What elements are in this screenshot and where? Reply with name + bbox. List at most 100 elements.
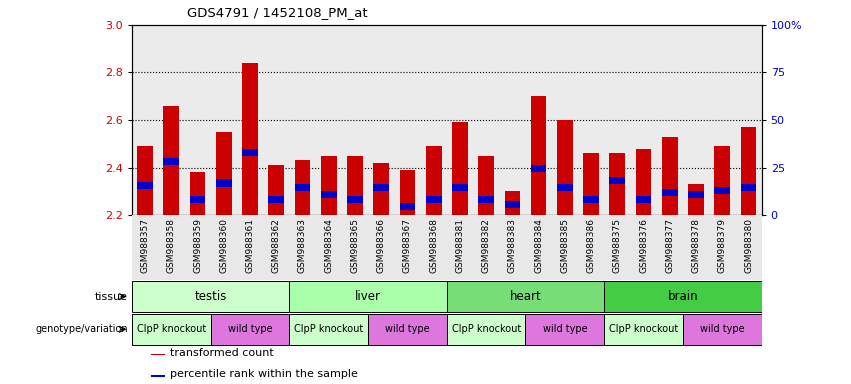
Text: tissue: tissue [94,291,128,302]
Bar [683,25,709,215]
Text: wild type: wild type [386,324,430,334]
Text: GSM988365: GSM988365 [351,218,359,273]
Text: GSM988358: GSM988358 [167,218,176,273]
Bar [531,165,546,172]
Bar [394,25,420,215]
Bar [216,179,231,187]
Bar [190,196,205,203]
Text: GSM988378: GSM988378 [692,218,700,273]
Bar [740,127,757,215]
Text: wild type: wild type [700,324,745,334]
Text: GSM988380: GSM988380 [744,218,753,273]
Bar [662,189,677,196]
Bar [709,215,735,280]
Bar [342,215,368,280]
Bar [321,191,336,199]
Text: GSM988386: GSM988386 [586,218,596,273]
Bar [631,215,657,280]
Text: liver: liver [355,290,381,303]
Bar [447,281,604,312]
Bar [636,196,651,203]
Text: GSM988366: GSM988366 [377,218,386,273]
Bar [526,215,551,280]
Bar [526,25,551,215]
Text: GSM988364: GSM988364 [324,218,334,273]
Text: GSM988363: GSM988363 [298,218,307,273]
Bar [163,158,179,165]
Bar [420,215,447,280]
Bar [321,156,336,215]
Bar [609,153,625,215]
Bar [137,182,153,189]
Text: GSM988385: GSM988385 [560,218,569,273]
Bar [631,25,657,215]
Bar [688,184,704,215]
Bar [163,106,179,215]
Bar [583,153,599,215]
Bar [316,25,342,215]
Text: ClpP knockout: ClpP knockout [137,324,206,334]
Bar [604,215,631,280]
Text: GSM988379: GSM988379 [717,218,727,273]
Bar [294,184,311,191]
Bar [132,281,289,312]
Bar [478,196,494,203]
Bar [132,215,158,280]
Bar [526,314,604,345]
Bar [551,25,578,215]
Bar [609,177,625,184]
Text: GDS4791 / 1452108_PM_at: GDS4791 / 1452108_PM_at [187,6,368,19]
Text: heart: heart [510,290,541,303]
Bar [243,149,258,156]
Bar [709,25,735,215]
Bar [683,314,762,345]
Bar [426,146,442,215]
Bar [505,191,520,215]
Bar [426,196,442,203]
Bar [137,146,153,215]
Text: GSM988383: GSM988383 [508,218,517,273]
Bar [374,163,389,215]
Bar [211,314,289,345]
Bar [316,215,342,280]
Bar [368,25,394,215]
Bar [688,191,704,199]
Text: ClpP knockout: ClpP knockout [609,324,678,334]
Bar [657,215,683,280]
Bar [500,215,525,280]
Bar [268,165,284,215]
Bar [452,184,468,191]
Bar [636,149,651,215]
Bar [132,25,158,215]
Bar [368,314,447,345]
Bar [551,215,578,280]
Bar [473,25,500,215]
Bar [263,25,289,215]
Bar [211,25,237,215]
Text: GSM988381: GSM988381 [455,218,465,273]
Bar [289,281,447,312]
Text: percentile rank within the sample: percentile rank within the sample [169,369,357,379]
Bar [151,354,164,356]
Bar [578,25,604,215]
Bar [740,184,757,191]
Bar [447,25,473,215]
Bar [132,314,211,345]
Bar [294,161,311,215]
Bar [447,215,473,280]
Text: testis: testis [194,290,227,303]
Bar [714,146,730,215]
Text: GSM988360: GSM988360 [220,218,228,273]
Bar [237,25,263,215]
Text: wild type: wild type [228,324,272,334]
Bar [151,376,164,377]
Text: GSM988384: GSM988384 [534,218,543,273]
Text: ClpP knockout: ClpP knockout [452,324,521,334]
Bar [374,184,389,191]
Text: GSM988357: GSM988357 [140,218,150,273]
Text: GSM988377: GSM988377 [665,218,674,273]
Bar [557,120,573,215]
Bar [604,25,631,215]
Bar [657,25,683,215]
Bar [289,25,316,215]
